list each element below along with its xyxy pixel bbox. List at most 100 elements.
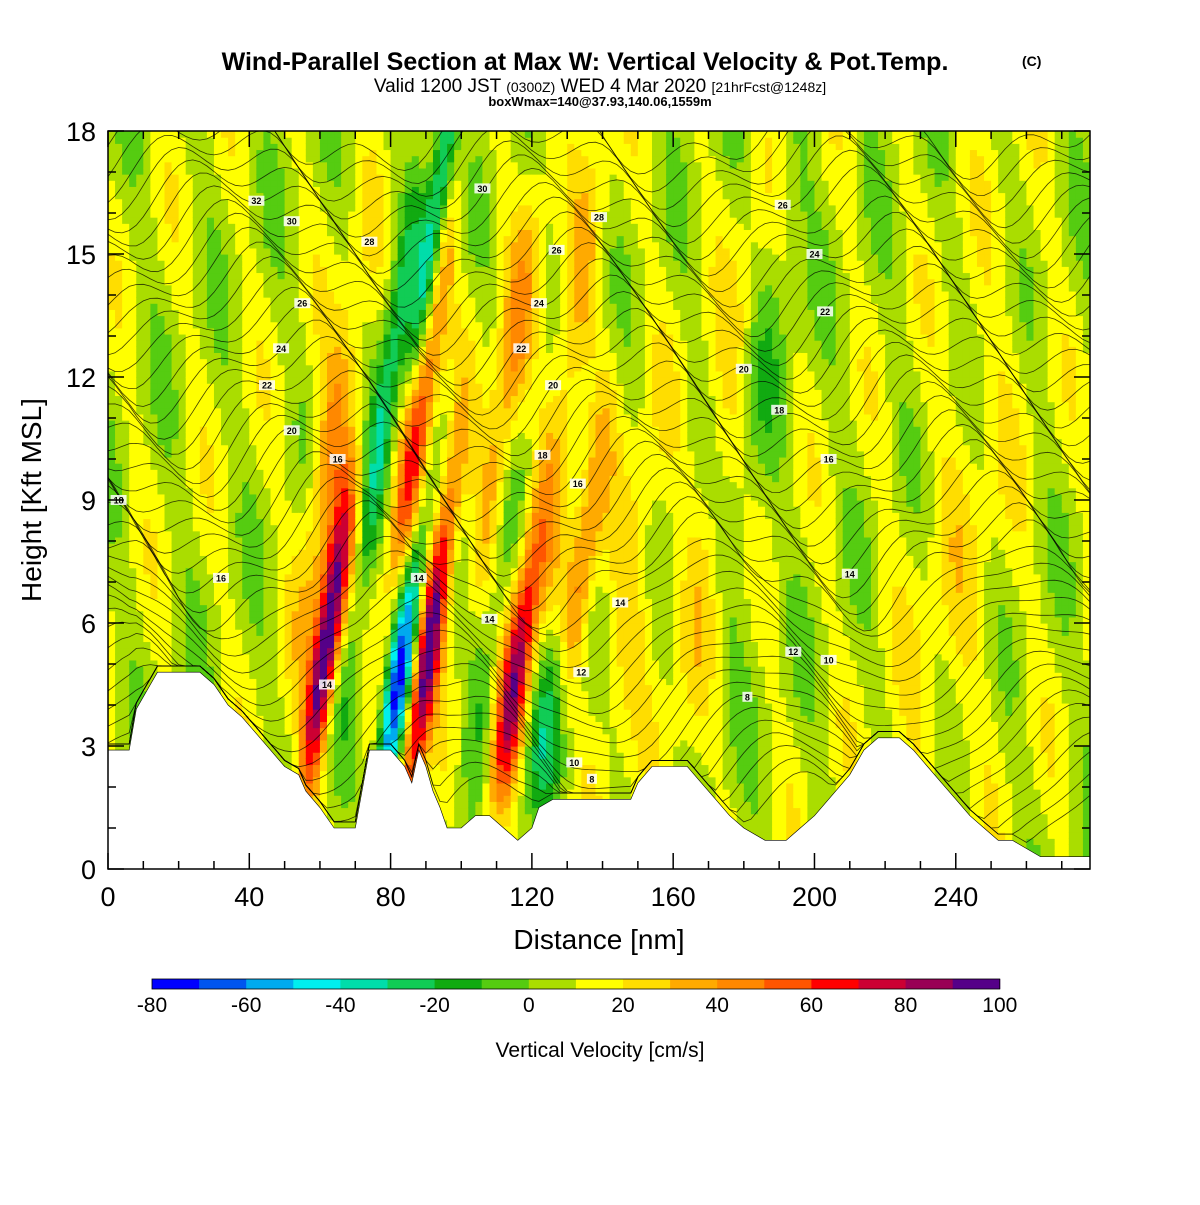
velocity-cell (270, 444, 279, 452)
velocity-cell (221, 463, 229, 470)
velocity-cell (277, 573, 286, 581)
velocity-cell (348, 358, 356, 366)
velocity-cell (383, 493, 392, 501)
velocity-cell (291, 180, 300, 187)
velocity-cell (284, 598, 293, 606)
velocity-cell (312, 149, 321, 157)
velocity-cell (298, 616, 307, 624)
velocity-cell (143, 272, 151, 280)
velocity-cell (249, 573, 257, 581)
velocity-cell (327, 709, 335, 716)
velocity-cell (185, 370, 194, 378)
velocity-cell (249, 241, 257, 249)
velocity-cell (115, 266, 123, 274)
velocity-cell (319, 696, 328, 704)
velocity-cell (376, 278, 385, 286)
velocity-cell (122, 543, 130, 550)
velocity-cell (319, 284, 328, 292)
velocity-cell (143, 647, 151, 655)
velocity-cell (305, 659, 314, 667)
velocity-cell (327, 795, 335, 802)
velocity-cell (341, 598, 349, 606)
velocity-cell (312, 241, 321, 249)
velocity-cell (263, 450, 272, 458)
velocity-cell (242, 297, 250, 304)
velocity-cell (390, 266, 399, 274)
velocity-cell (235, 229, 243, 237)
velocity-cell (150, 426, 159, 433)
velocity-cell (206, 598, 215, 606)
velocity-cell (263, 524, 272, 532)
velocity-cell (256, 358, 265, 366)
velocity-cell (355, 204, 363, 212)
velocity-cell (185, 266, 194, 274)
velocity-cell (185, 260, 194, 267)
velocity-cell (171, 364, 180, 372)
velocity-cell (348, 789, 356, 796)
velocity-cell (334, 254, 342, 261)
velocity-cell (376, 426, 385, 433)
velocity-cell (150, 260, 159, 267)
velocity-cell (164, 641, 173, 649)
velocity-cell (291, 413, 300, 421)
velocity-cell (291, 254, 300, 261)
velocity-cell (178, 284, 187, 292)
velocity-cell (263, 610, 272, 618)
velocity-cell (206, 500, 215, 507)
velocity-cell (319, 616, 328, 624)
velocity-cell (249, 266, 257, 274)
velocity-cell (355, 659, 363, 667)
velocity-cell (108, 666, 116, 673)
velocity-cell (291, 241, 300, 249)
velocity-cell (242, 592, 250, 599)
velocity-cell (362, 604, 370, 612)
velocity-cell (362, 524, 370, 532)
velocity-cell (199, 500, 208, 507)
velocity-cell (164, 241, 173, 249)
velocity-cell (390, 204, 399, 212)
velocity-cell (108, 610, 116, 618)
velocity-cell (369, 733, 378, 741)
velocity-cell (312, 610, 321, 618)
velocity-cell (157, 659, 166, 667)
velocity-cell (242, 346, 250, 353)
velocity-cell (383, 561, 392, 569)
velocity-cell (305, 746, 314, 753)
velocity-cell (122, 327, 130, 335)
velocity-cell (256, 616, 265, 624)
velocity-cell (199, 463, 208, 470)
velocity-cell (355, 518, 363, 526)
velocity-cell (383, 309, 392, 317)
velocity-cell (199, 364, 208, 372)
velocity-cell (284, 592, 293, 599)
velocity-cell (369, 641, 378, 649)
velocity-cell (115, 223, 123, 230)
velocity-cell (171, 143, 180, 151)
velocity-cell (305, 789, 314, 796)
velocity-cell (150, 407, 159, 415)
velocity-cell (136, 555, 144, 563)
velocity-cell (221, 450, 229, 458)
velocity-cell (136, 641, 144, 649)
velocity-cell (213, 131, 222, 138)
velocity-cell (185, 198, 194, 206)
velocity-cell (115, 696, 123, 704)
velocity-cell (376, 303, 385, 310)
velocity-cell (277, 383, 286, 390)
velocity-cell (376, 530, 385, 538)
velocity-cell (270, 358, 279, 366)
velocity-cell (192, 155, 201, 163)
velocity-cell (129, 137, 137, 144)
velocity-cell (312, 155, 321, 163)
velocity-cell (108, 198, 116, 206)
velocity-cell (249, 536, 257, 544)
velocity-cell (390, 598, 399, 606)
velocity-cell (192, 383, 201, 390)
velocity-cell (129, 666, 137, 673)
velocity-cell (390, 463, 399, 470)
velocity-cell (150, 536, 159, 544)
velocity-cell (164, 438, 173, 446)
velocity-cell (390, 272, 399, 280)
velocity-cell (122, 721, 130, 729)
velocity-cell (390, 659, 399, 667)
